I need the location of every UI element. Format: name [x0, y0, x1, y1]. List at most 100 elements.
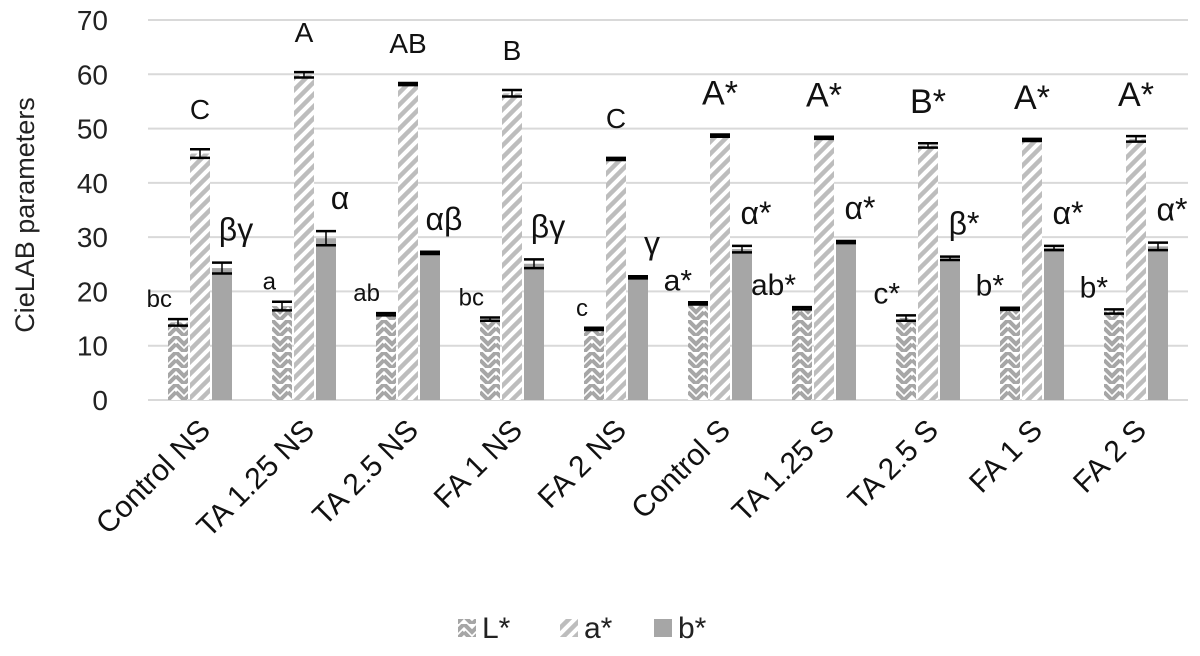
y-tick-label: 20 — [77, 276, 108, 307]
significance-label: A* — [1014, 79, 1050, 117]
x-category-label: TA 2.5 S — [842, 414, 945, 517]
bar-astar-8 — [1022, 139, 1042, 400]
bar-bstar-9 — [1148, 246, 1168, 400]
significance-label: ab — [353, 280, 380, 307]
error-bar — [168, 317, 188, 327]
error-bar — [918, 141, 938, 149]
significance-label: α* — [845, 190, 876, 226]
error-bar — [420, 250, 440, 256]
bar-bstar-7 — [940, 258, 960, 400]
significance-label: C — [190, 94, 210, 125]
y-tick-label: 0 — [92, 385, 108, 416]
significance-label: A* — [1118, 76, 1154, 114]
error-bar — [1022, 137, 1042, 143]
error-bar — [584, 326, 604, 332]
y-tick-label: 30 — [77, 222, 108, 253]
x-category-label: FA 1 S — [963, 414, 1049, 500]
bar-lstar-6 — [792, 308, 812, 400]
error-bar — [1044, 244, 1064, 252]
error-bar — [294, 70, 314, 79]
error-bar — [732, 244, 752, 254]
bar-lstar-9 — [1104, 311, 1124, 400]
bar-bstar-8 — [1044, 248, 1064, 400]
legend-label: L* — [482, 612, 511, 645]
significance-label: C — [606, 103, 626, 134]
significance-label: A — [295, 17, 314, 48]
error-bar — [896, 314, 916, 322]
bar-bstar-1 — [316, 238, 336, 400]
bar-astar-2 — [398, 84, 418, 401]
bar-bstar-3 — [524, 263, 544, 400]
bar-lstar-8 — [1000, 308, 1020, 400]
significance-label: a* — [664, 264, 693, 297]
significance-label: B — [503, 35, 522, 66]
bar-astar-1 — [294, 74, 314, 400]
legend-swatch — [458, 619, 476, 637]
error-bar — [190, 147, 210, 160]
significance-label: c* — [873, 277, 900, 310]
bars — [168, 74, 1168, 401]
bar-astar-3 — [502, 93, 522, 401]
error-bar — [524, 258, 544, 270]
bar-bstar-6 — [836, 242, 856, 400]
x-category-label: TA 2.5 NS — [306, 414, 424, 532]
significance-label: γ — [644, 225, 660, 261]
bar-bstar-4 — [628, 277, 648, 400]
bar-lstar-2 — [376, 314, 396, 400]
error-bar — [376, 311, 396, 317]
significance-label: A* — [702, 75, 738, 113]
bar-lstar-4 — [584, 328, 604, 400]
error-bar — [836, 239, 856, 245]
y-tick-label: 10 — [77, 331, 108, 362]
y-axis-ticks: 0 10 20 30 40 50 60 70 — [77, 5, 108, 416]
significance-label: βγ — [531, 208, 565, 244]
significance-label: b* — [1080, 271, 1109, 304]
significance-label: α* — [1053, 195, 1084, 231]
x-category-label: Control S — [625, 414, 737, 526]
bar-astar-0 — [190, 153, 210, 400]
significance-label: bc — [459, 284, 484, 311]
y-tick-label: 50 — [77, 114, 108, 145]
bar-lstar-1 — [272, 306, 292, 400]
error-bar — [710, 133, 730, 138]
significance-label: α — [331, 180, 350, 216]
error-bar — [688, 301, 708, 306]
error-bar — [1104, 308, 1124, 315]
y-tick-label: 60 — [77, 59, 108, 90]
significance-label: b* — [976, 270, 1005, 303]
error-bar — [272, 300, 292, 312]
significance-labels: bcCβγaAαabABαβbcBβγcCγa*A*α*ab*A*α*c*B*β… — [147, 17, 1188, 322]
error-bar — [940, 255, 960, 262]
significance-label: AB — [389, 28, 426, 59]
bar-astar-6 — [814, 137, 834, 401]
bar-lstar-0 — [168, 322, 188, 400]
error-bar — [316, 229, 336, 247]
significance-label: c — [576, 295, 588, 322]
significance-label: α* — [1157, 192, 1188, 228]
significance-label: ab* — [751, 269, 796, 302]
y-axis-label: CieLAB parameters — [10, 97, 40, 333]
legend-swatch — [560, 619, 578, 637]
bar-bstar-0 — [212, 268, 232, 400]
bar-astar-7 — [918, 145, 938, 400]
legend-label: a* — [584, 612, 613, 645]
error-bar — [1148, 241, 1168, 252]
significance-label: αβ — [426, 201, 463, 237]
x-category-label: FA 2 NS — [532, 414, 633, 515]
bar-bstar-5 — [732, 249, 752, 400]
legend-swatch — [654, 619, 672, 637]
x-category-label: FA 1 NS — [428, 414, 529, 515]
significance-label: β* — [949, 206, 980, 242]
bar-astar-5 — [710, 135, 730, 400]
error-bar — [1000, 306, 1020, 312]
bar-astar-9 — [1126, 138, 1146, 400]
y-tick-label: 40 — [77, 168, 108, 199]
x-category-label: TA 1.25 S — [726, 414, 841, 529]
error-bars — [168, 70, 1168, 332]
significance-label: A* — [806, 77, 842, 115]
legend-item-bstar: b* — [654, 612, 707, 645]
bar-bstar-2 — [420, 252, 440, 400]
legend: L* a* b* — [458, 612, 707, 645]
